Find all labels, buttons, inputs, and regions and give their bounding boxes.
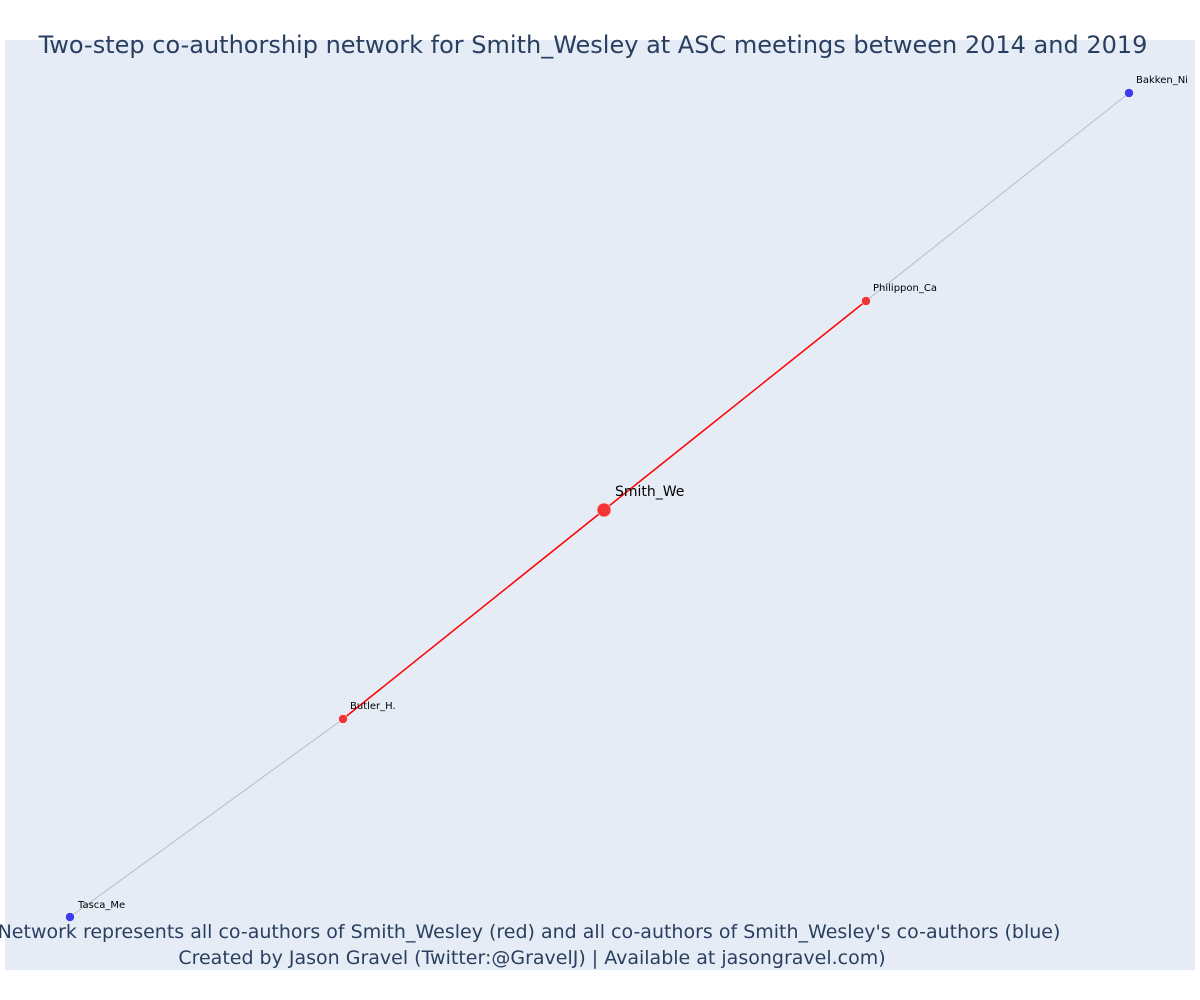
edge [69,718,344,918]
edge [603,300,867,511]
node-label: Bakken_Ni [1136,75,1188,86]
node-label: Smith_We [615,484,684,500]
edge [865,92,1130,302]
node-label: Butler_H. [350,701,396,712]
footer-line: Created by Jason Gravel (Twitter:@Gravel… [178,947,885,969]
node[interactable] [338,714,348,724]
node[interactable] [861,296,871,306]
node[interactable] [596,502,612,518]
node-label: Tasca_Me [77,900,125,911]
title: Two-step co-authorship network for Smith… [38,31,1148,59]
node[interactable] [1124,88,1134,98]
node[interactable] [65,912,75,922]
edge [342,509,605,720]
footer-line: Network represents all co-authors of Smi… [0,921,1060,943]
node-label: Philippon_Ca [873,283,937,294]
